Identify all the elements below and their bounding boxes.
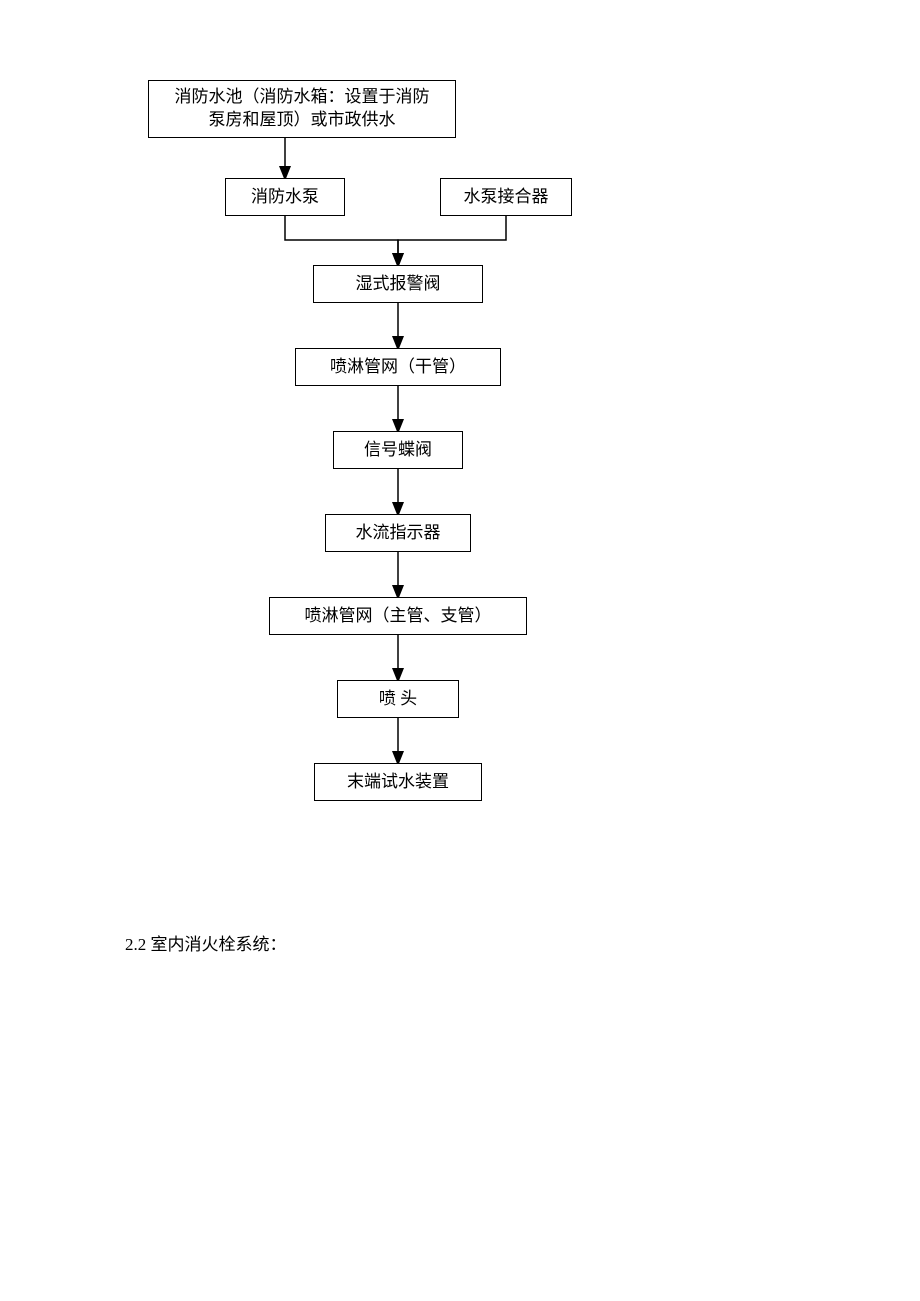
flowchart-node: 喷淋管网（主管、支管） bbox=[269, 597, 527, 635]
flowchart-node: 信号蝶阀 bbox=[333, 431, 463, 469]
flowchart-node: 湿式报警阀 bbox=[313, 265, 483, 303]
flowchart-node: 消防水池（消防水箱：设置于消防泵房和屋顶）或市政供水 bbox=[148, 80, 456, 138]
flowchart-edge bbox=[398, 216, 506, 265]
flowchart-node: 水流指示器 bbox=[325, 514, 471, 552]
flowchart-node: 喷淋管网（干管） bbox=[295, 348, 501, 386]
flowchart-node: 喷 头 bbox=[337, 680, 459, 718]
flowchart-container: 消防水池（消防水箱：设置于消防泵房和屋顶）或市政供水消防水泵 水泵接合器湿式报警阀… bbox=[0, 0, 920, 900]
flowchart-node: 消防水泵 bbox=[225, 178, 345, 216]
flowchart-node: 末端试水装置 bbox=[314, 763, 482, 801]
section-caption: 2.2 室内消火栓系统： bbox=[125, 930, 287, 955]
flowchart-node: 水泵接合器 bbox=[440, 178, 572, 216]
flowchart-edge bbox=[285, 216, 398, 265]
